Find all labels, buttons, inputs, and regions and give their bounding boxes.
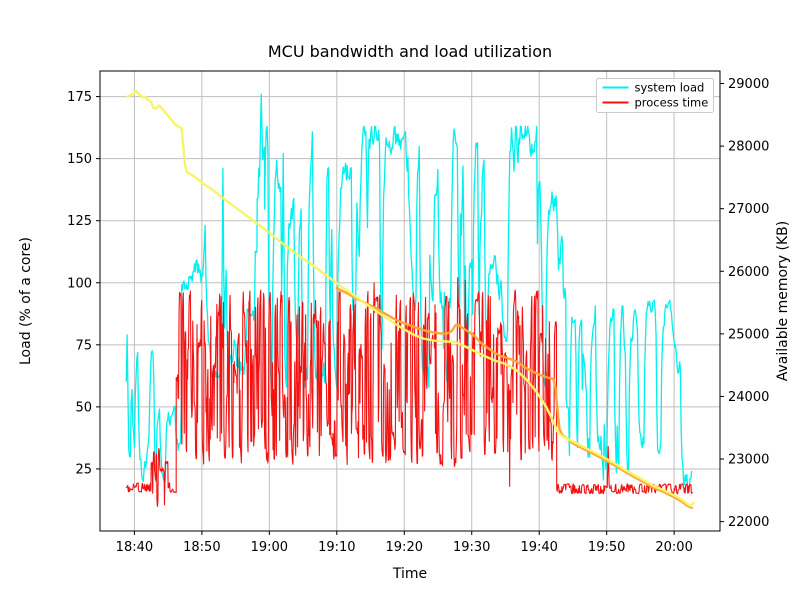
x-tick-label: 19:50 (588, 540, 625, 555)
x-tick-label: 18:50 (183, 540, 220, 555)
x-axis-label: Time (392, 566, 427, 582)
y-left-tick-label: 25 (75, 462, 92, 477)
y-right-tick-label: 24000 (728, 390, 769, 405)
y-left-tick-label: 175 (67, 90, 92, 105)
legend-label: system load (635, 81, 705, 95)
y-left-tick-label: 125 (67, 214, 92, 229)
series-layer (125, 89, 695, 510)
y-right-tick-label: 25000 (728, 327, 769, 342)
x-tick-label: 19:00 (251, 540, 288, 555)
tick-layer: 18:40 18:50 19:00 19:10 19:20 19:30 19:40 19:50… (67, 77, 769, 555)
x-tick-label: 19:10 (318, 540, 355, 555)
x-tick-label: 19:40 (520, 540, 557, 555)
series-process-timepath (125, 277, 693, 507)
chart-title: MCU bandwidth and load utilization (268, 42, 552, 61)
y-right-tick-label: 28000 (728, 140, 769, 155)
series-available-memory-yellow-path (126, 89, 695, 508)
y-left-tick-label: 150 (67, 152, 92, 167)
y-right-tick-label: 22000 (728, 515, 769, 530)
y-left-tick-label: 50 (75, 400, 92, 415)
x-tick-label: 18:40 (116, 540, 153, 555)
y-right-tick-label: 26000 (728, 265, 769, 280)
x-tick-label: 20:00 (655, 540, 692, 555)
y-left-axis-label: Load (% of a core) (18, 237, 34, 365)
y-right-tick-label: 29000 (728, 77, 769, 92)
x-tick-label: 19:20 (386, 540, 423, 555)
y-right-tick-label: 27000 (728, 202, 769, 217)
y-right-axis-label: Available memory (KB) (775, 221, 791, 381)
y-left-tick-label: 100 (67, 276, 92, 291)
legend-label: process time (635, 96, 709, 110)
plot-border (99, 70, 721, 532)
y-right-tick-label: 23000 (728, 453, 769, 468)
series-available-memory-orange-path (335, 286, 693, 510)
y-left-tick-label: 75 (75, 338, 92, 353)
x-tick-label: 19:30 (453, 540, 490, 555)
